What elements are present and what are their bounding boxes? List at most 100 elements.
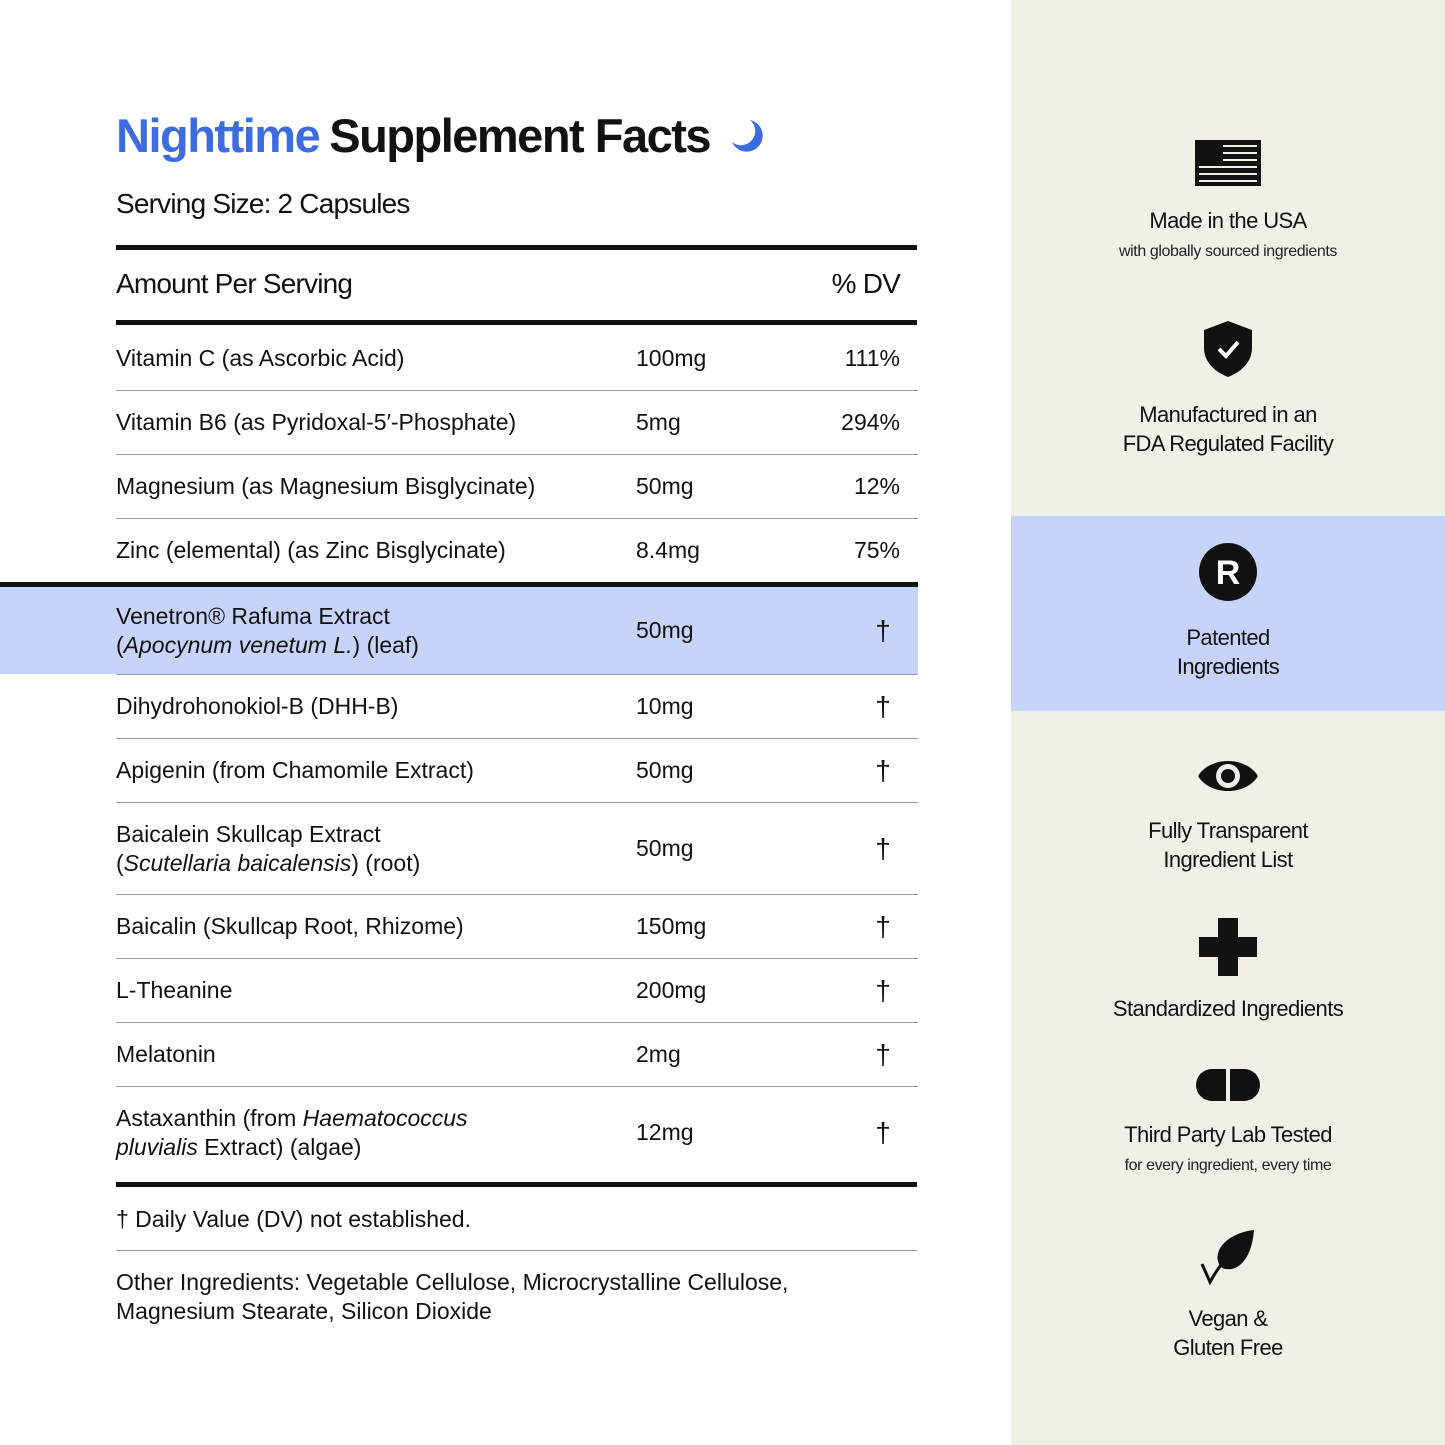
amount: 150mg (636, 913, 707, 939)
amount: 2mg (636, 1041, 681, 1067)
title-rest: Supplement Facts (329, 109, 711, 162)
name-text: Vitamin C (as Ascorbic Acid) (116, 344, 405, 371)
features-panel: Made in the USA with globally sourced in… (1011, 0, 1445, 1445)
table-row: Baicalein Skullcap Extract (Scutellaria b… (116, 802, 918, 894)
name-text: Magnesium (as Magnesium Bisglycinate) (116, 473, 536, 499)
amount: 100mg (636, 344, 707, 371)
name-text: Melatonin (116, 1041, 216, 1067)
daily-value: 12% (853, 473, 900, 499)
name-text: Vitamin B6 (as Pyridoxal-5′-Phosphate) (116, 409, 517, 435)
ingredient-name: Baicalein Skullcap Extract (Scutellaria b… (116, 820, 636, 878)
name-line: pluvialis Extract) (algae) (116, 1133, 636, 1162)
ingredient-name: Magnesium (as Magnesium Bisglycinate) (116, 472, 636, 501)
name-text-italic: Scutellaria baicalensis (123, 849, 352, 876)
name-line: Baicalein Skullcap Extract (116, 820, 636, 849)
feature-subtitle: with globally sourced ingredients (1118, 243, 1338, 260)
table-row: L-Theanine 200mg † (116, 958, 918, 1022)
feature: Standardized Ingredients (1011, 918, 1445, 1023)
ingredient-name: Zinc (elemental) (as Zinc Bisglycinate) (116, 536, 636, 565)
feature-title: FDA Regulated Facility (1122, 431, 1334, 456)
daily-value: 111% (844, 344, 900, 371)
name-line: Baicalin (Skullcap Root, Rhizome) (116, 912, 636, 941)
feature-title: Ingredient List (1163, 847, 1293, 872)
amount: 10mg (636, 693, 694, 719)
daily-value: † (875, 910, 891, 942)
moon-icon (732, 119, 763, 152)
daily-value: † (875, 614, 891, 646)
ingredient-name: L-Theanine (116, 976, 636, 1005)
feature-title: Gluten Free (1173, 1335, 1283, 1360)
name-text: Baicalin (Skullcap Root, Rhizome) (116, 913, 464, 939)
table-row: Vitamin B6 (as Pyridoxal-5′-Phosphate) 5m… (116, 390, 918, 454)
daily-value: 75% (853, 537, 900, 563)
table-header: Amount Per Serving % DV (116, 268, 901, 300)
feature: Third Party Lab Tested for every ingredi… (1011, 1068, 1445, 1175)
amount: 50mg (636, 473, 694, 499)
amount: 200mg (636, 977, 707, 1003)
amount: 50mg (636, 835, 694, 861)
feature: R Patented Ingredients (1011, 543, 1445, 681)
name-text: ( (116, 631, 124, 658)
feature-title: Manufactured in an (1139, 402, 1317, 427)
name-line: Apigenin (from Chamomile Extract) (116, 756, 636, 785)
table-row: Baicalin (Skullcap Root, Rhizome) 150mg † (116, 894, 918, 958)
table-row: Zinc (elemental) (as Zinc Bisglycinate) 8… (116, 518, 918, 582)
title-highlight: Nighttime (116, 109, 321, 162)
name-line: (Scutellaria baicalensis) (root) (116, 849, 636, 878)
table-row: Venetron® Rafuma Extract (Apocynum venetu… (0, 582, 918, 674)
header-dv: % DV (831, 268, 901, 299)
table-row: Dihydrohonokiol-B (DHH-B) 10mg † (116, 674, 918, 738)
registered-icon: R (1199, 543, 1257, 601)
ingredient-name: Vitamin C (as Ascorbic Acid) (116, 344, 636, 373)
ingredient-name: Melatonin (116, 1040, 636, 1069)
table-row: Apigenin (from Chamomile Extract) 50mg † (116, 738, 918, 802)
amount: 50mg (636, 757, 694, 783)
feature-subtitle: for every ingredient, every time (1124, 1157, 1332, 1174)
feature: Made in the USA with globally sourced in… (1011, 140, 1445, 261)
name-text-italic: Apocynum venetum L. (123, 631, 353, 658)
name-text: Dihydrohonokiol-B (DHH-B) (116, 693, 399, 719)
rule (116, 245, 917, 250)
name-text: Extract) (algae) (197, 1133, 362, 1160)
daily-value: † (875, 1038, 891, 1070)
feature-title: Standardized Ingredients (1112, 996, 1344, 1021)
ingredient-name: Vitamin B6 (as Pyridoxal-5′-Phosphate) (116, 408, 636, 437)
rule (116, 1250, 917, 1251)
name-text: Apigenin (from Chamomile Extract) (116, 757, 474, 783)
facts-table: Vitamin C (as Ascorbic Acid) 100mg 111% Vit… (0, 326, 918, 1178)
ingredient-name: Baicalin (Skullcap Root, Rhizome) (116, 912, 636, 941)
name-line: Melatonin (116, 1040, 636, 1069)
flag-icon (1195, 140, 1261, 186)
daily-value: † (875, 832, 891, 864)
name-line: Venetron® Rafuma Extract (116, 602, 636, 631)
daily-value: 294% (841, 409, 900, 435)
daily-value: † (875, 1116, 891, 1148)
eye-icon (1198, 761, 1258, 791)
capsule-icon (1196, 1069, 1260, 1101)
name-text: Zinc (elemental) (as Zinc Bisglycinate) (116, 537, 506, 563)
amount: 50mg (636, 617, 694, 643)
svg-text:R: R (1216, 554, 1241, 592)
shield-icon (1204, 321, 1252, 377)
name-line: L-Theanine (116, 976, 636, 1005)
facts-panel: Nighttime Supplement Facts Serving Size:… (0, 109, 918, 1324)
name-line: (Apocynum venetum L.) (leaf) (116, 631, 636, 660)
feature: Vegan & Gluten Free (1011, 1228, 1445, 1362)
ingredient-name: Venetron® Rafuma Extract (Apocynum venetu… (116, 602, 636, 660)
name-text: Venetron® Rafuma Extract (116, 602, 390, 629)
amount: 8.4mg (636, 537, 700, 563)
ingredient-name: Astaxanthin (from Haematococcus pluvialis… (116, 1104, 636, 1162)
name-text: Baicalein Skullcap Extract (116, 820, 381, 847)
daily-value: † (875, 754, 891, 786)
name-text: ( (116, 849, 124, 876)
feature-title: Patented (1186, 625, 1270, 650)
feature-title: Third Party Lab Tested (1124, 1122, 1332, 1147)
amount: 12mg (636, 1119, 694, 1145)
serving-size: Serving Size: 2 Capsules (116, 188, 410, 219)
feature: Fully Transparent Ingredient List (1011, 754, 1445, 874)
ingredient-name: Dihydrohonokiol-B (DHH-B) (116, 692, 636, 721)
name-line: Dihydrohonokiol-B (DHH-B) (116, 692, 636, 721)
name-line: Magnesium (as Magnesium Bisglycinate) (116, 472, 636, 501)
